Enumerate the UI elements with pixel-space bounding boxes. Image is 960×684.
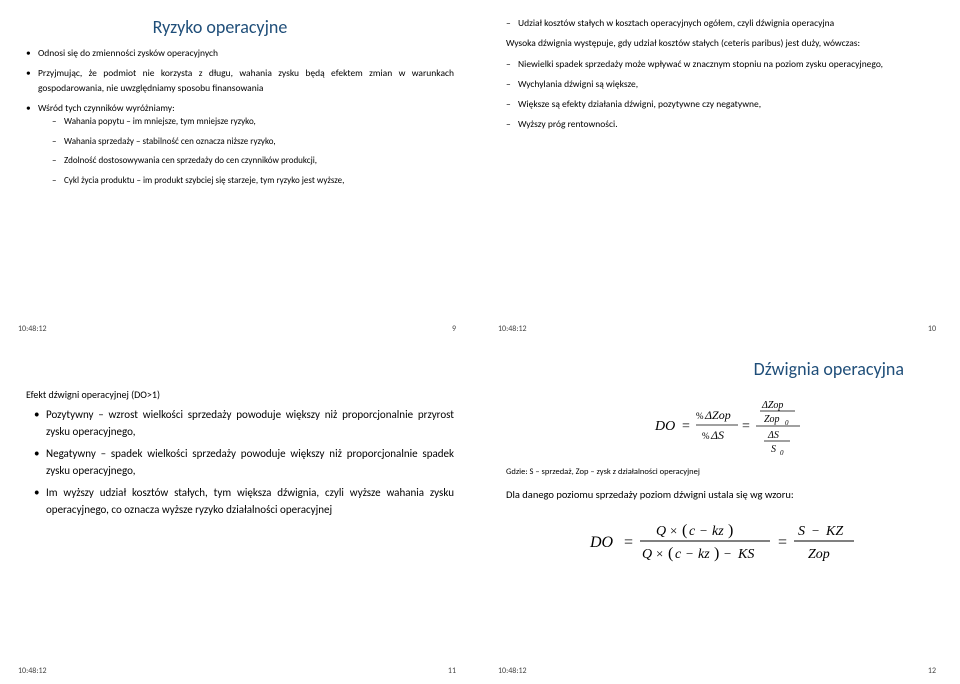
svg-text:kz: kz	[698, 547, 710, 562]
svg-text:Zop: Zop	[764, 414, 780, 425]
svg-text:×: ×	[670, 523, 677, 538]
sub-bullet: Wyższy próg rentowności.	[506, 117, 934, 131]
subtitle: Efekt dźwigni operacyjnej (DO>1)	[26, 388, 454, 401]
formula-svg: DO = % ΔZop % ΔS = ΔZop Zop 0 ΔS S 0	[610, 396, 830, 456]
slide-footer: 10:48:12 11	[18, 666, 456, 676]
slide-footer: 10:48:12 9	[18, 324, 456, 334]
bullet-item: Odnosi się do zmienności zysków operacyj…	[26, 46, 454, 60]
svg-text:=: =	[624, 534, 633, 551]
sub-bullet: Wychylania dźwigni są większe,	[506, 77, 934, 91]
sub-bullet: Wahania sprzedaży – stabilność cen oznac…	[52, 135, 454, 149]
slide-footer: 10:48:12 12	[498, 666, 936, 676]
sub-bullet: Wahania popytu – im mniejsze, tym mniejs…	[52, 115, 454, 129]
svg-text:ΔS: ΔS	[710, 428, 724, 442]
svg-text:=: =	[682, 419, 690, 434]
svg-text:): )	[728, 522, 733, 539]
bullet-item: Przyjmując, że podmiot nie korzysta z dł…	[26, 66, 454, 95]
footer-num: 9	[452, 324, 456, 334]
formula-2: DO = Q × ( c − kz ) Q × ( c − kz ) − KS	[506, 517, 934, 570]
svg-text:c: c	[675, 547, 682, 562]
bullet-item: Im wyższy udział kosztów stałych, tym wi…	[34, 485, 454, 518]
svg-text:Q: Q	[642, 547, 652, 562]
svg-text:×: ×	[656, 546, 663, 561]
svg-text:KZ: KZ	[825, 524, 843, 539]
svg-text:%: %	[696, 411, 704, 421]
body-text: Wysoka dźwignia występuje, gdy udział ko…	[506, 36, 934, 50]
body-text: Dla danego poziomu sprzedaży poziom dźwi…	[506, 487, 934, 503]
formula-svg: DO = Q × ( c − kz ) Q × ( c − kz ) − KS	[550, 517, 890, 567]
svg-text:S: S	[798, 524, 805, 539]
svg-text:(: (	[668, 545, 673, 562]
svg-text:−: −	[812, 523, 819, 538]
sub-bullet: Zdolność dostosowywania cen sprzedaży do…	[52, 154, 454, 168]
svg-text:KS: KS	[737, 547, 754, 562]
bullet-item: Negatywny – spadek wielkości sprzedaży p…	[34, 446, 454, 479]
svg-text:S: S	[771, 444, 776, 455]
svg-text:DO: DO	[654, 419, 675, 434]
slide-title: Ryzyko operacyjne	[0, 16, 454, 38]
sub-bullet: Cykl życia produktu – im produkt szybcie…	[52, 174, 454, 188]
svg-text:ΔZop: ΔZop	[761, 400, 783, 411]
svg-text:=: =	[778, 534, 787, 551]
footer-time: 10:48:12	[18, 666, 47, 676]
slide-11: Efekt dźwigni operacyjnej (DO>1) Pozytyw…	[0, 342, 480, 684]
svg-text:Q: Q	[656, 524, 666, 539]
slide-9: Ryzyko operacyjne Odnosi się do zmiennoś…	[0, 0, 480, 342]
sub-list: Niewielki spadek sprzedaży może wpływać …	[506, 57, 934, 138]
footer-time: 10:48:12	[498, 324, 527, 334]
footer-num: 10	[928, 324, 936, 334]
sub-list: Wahania popytu – im mniejsze, tym mniejs…	[38, 115, 454, 187]
bullet-list: Odnosi się do zmienności zysków operacyj…	[26, 46, 454, 193]
svg-text:ΔS: ΔS	[767, 430, 779, 441]
svg-text:%: %	[702, 431, 710, 441]
svg-text:−: −	[724, 546, 731, 561]
handout-grid: Ryzyko operacyjne Odnosi się do zmiennoś…	[0, 0, 960, 684]
bullet-text: Wśród tych czynników wyróżniamy:	[38, 102, 175, 114]
svg-text:DO: DO	[589, 534, 614, 551]
sub-bullet: Niewielki spadek sprzedaży może wpływać …	[506, 57, 934, 71]
spacer	[26, 358, 454, 388]
svg-text:kz: kz	[712, 524, 724, 539]
slide-title: Dźwignia operacyjna	[506, 358, 934, 380]
slide-10: Udział kosztów stałych w kosztach operac…	[480, 0, 960, 342]
footer-num: 12	[928, 666, 936, 676]
sub-list: Udział kosztów stałych w kosztach operac…	[506, 16, 934, 36]
svg-text:ΔZop: ΔZop	[704, 408, 731, 422]
sub-bullet: Udział kosztów stałych w kosztach operac…	[506, 16, 934, 30]
svg-text:): )	[714, 545, 719, 562]
sub-bullet: Większe są efekty działania dźwigni, poz…	[506, 97, 934, 111]
bullet-list: Pozytywny – wzrost wielkości sprzedaży p…	[26, 407, 454, 524]
svg-text:(: (	[682, 522, 687, 539]
svg-text:=: =	[742, 419, 750, 434]
bullet-item: Pozytywny – wzrost wielkości sprzedaży p…	[34, 407, 454, 440]
footer-time: 10:48:12	[18, 324, 47, 334]
formula-1: DO = % ΔZop % ΔS = ΔZop Zop 0 ΔS S 0	[506, 396, 934, 459]
slide-12: Dźwignia operacyjna DO = % ΔZop % ΔS = Δ…	[480, 342, 960, 684]
svg-text:Zop: Zop	[808, 547, 830, 562]
footer-num: 11	[448, 666, 456, 676]
svg-text:0: 0	[780, 449, 784, 456]
where-text: Gdzie: S – sprzedaż, Zop – zysk z działa…	[506, 467, 934, 477]
svg-text:−: −	[700, 523, 707, 538]
svg-text:c: c	[689, 524, 696, 539]
bullet-item: Wśród tych czynników wyróżniamy: Wahania…	[26, 101, 454, 187]
slide-footer: 10:48:12 10	[498, 324, 936, 334]
svg-text:−: −	[686, 546, 693, 561]
footer-time: 10:48:12	[498, 666, 527, 676]
